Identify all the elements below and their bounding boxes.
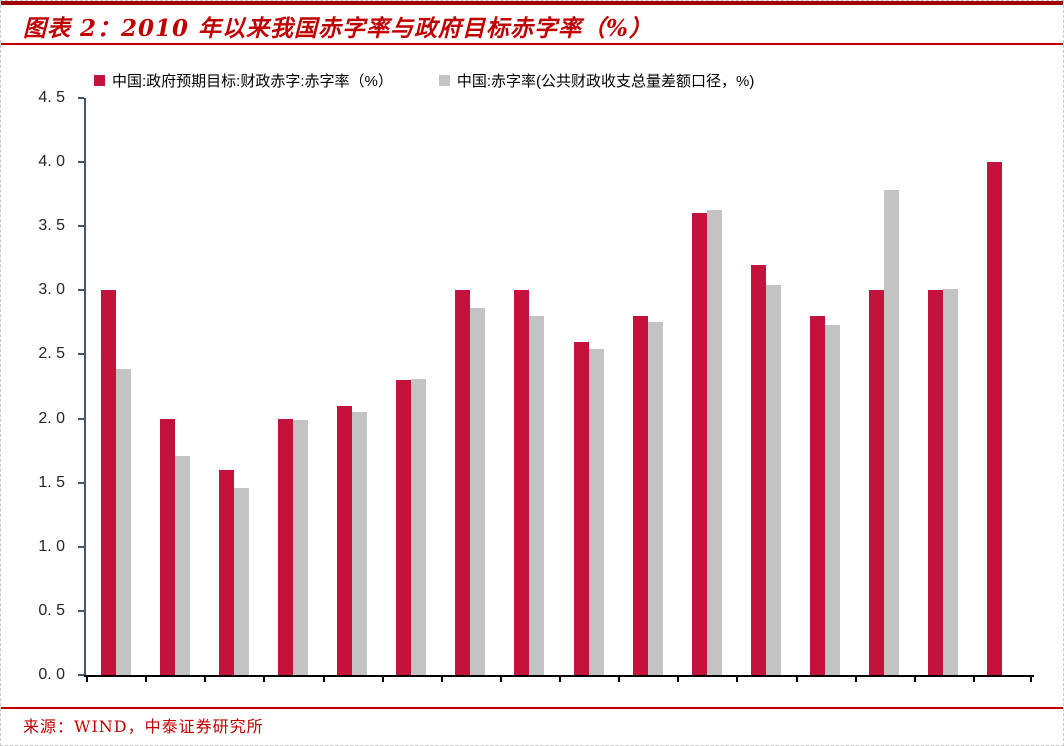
bar-target-2012 [218, 469, 234, 675]
bar-target-2016 [455, 290, 471, 675]
bar-target-2017 [514, 290, 530, 675]
legend-swatch-red [94, 75, 105, 86]
y-axis-tick [78, 674, 84, 676]
top-rule [1, 1, 1063, 5]
bar-actual-2019 [647, 322, 663, 675]
bar-actual-2015 [411, 378, 427, 675]
bar-actual-2021 [765, 285, 781, 675]
bar-target-2010 [100, 290, 116, 675]
y-axis-tick [78, 545, 84, 548]
bar-target-2022 [810, 315, 826, 675]
legend-item-actual: 中国:赤字率(公共财政收支总量差额口径，%) [438, 70, 755, 91]
chart-legend: 中国:政府预期目标:财政赤字:赤字率（%） 中国:赤字率(公共财政收支总量差额口… [94, 70, 754, 91]
bar-target-2021 [750, 264, 766, 675]
y-axis-tick [78, 353, 84, 356]
bar-actual-2017 [529, 315, 545, 675]
x-axis-tick [499, 675, 502, 682]
bar-actual-2013 [292, 419, 308, 675]
x-axis-tick [854, 675, 857, 682]
bar-target-2011 [159, 418, 175, 675]
x-axis-tick [204, 675, 207, 682]
y-axis-tick [78, 225, 84, 228]
y-tick-label: 1. 5 [38, 473, 65, 491]
x-axis-tick [913, 675, 916, 682]
y-tick-label: 1. 0 [38, 537, 65, 555]
bar-target-2014 [337, 405, 353, 675]
x-axis-tick [86, 675, 88, 682]
y-tick-label: 4. 5 [38, 89, 65, 106]
y-axis-tick [78, 97, 84, 99]
footer-divider [1, 707, 1063, 709]
x-axis-tick [559, 675, 561, 682]
bar-target-2013 [277, 418, 293, 675]
y-tick-label: 4. 0 [38, 153, 65, 171]
y-tick-label: 0. 0 [38, 666, 65, 683]
bar-actual-2020 [706, 209, 722, 675]
chart-title: 图表 2：2010 年以来我国赤字率与政府目标赤字率（%） [23, 15, 653, 42]
bar-actual-2018 [588, 349, 604, 675]
x-axis-tick [1030, 675, 1032, 682]
y-axis-tick [78, 481, 84, 484]
bar-actual-2024 [943, 289, 959, 675]
bar-target-2019 [632, 315, 648, 675]
x-axis-tick [263, 675, 266, 682]
source-note: 来源：WIND，中泰证券研究所 [23, 717, 264, 736]
y-axis-line [84, 98, 86, 677]
bar-target-2015 [396, 380, 412, 675]
bar-actual-2011 [174, 455, 190, 675]
bar-actual-2016 [470, 308, 486, 675]
x-axis-tick [381, 675, 384, 682]
y-tick-label: 0. 5 [38, 601, 65, 619]
y-axis-tick [78, 609, 84, 612]
bar-actual-2012 [233, 487, 249, 675]
y-tick-label: 3. 0 [38, 281, 65, 299]
legend-label-actual: 中国:赤字率(公共财政收支总量差额口径，%) [456, 73, 755, 90]
legend-label-target: 中国:政府预期目标:财政赤字:赤字率（%） [112, 73, 393, 90]
bar-target-2020 [691, 213, 707, 675]
legend-swatch-gray [438, 75, 450, 86]
bar-actual-2014 [352, 412, 368, 675]
legend-item-target: 中国:政府预期目标:财政赤字:赤字率（%） [94, 70, 393, 91]
x-axis-tick [677, 675, 680, 682]
x-axis-tick [322, 675, 325, 682]
x-axis-tick [736, 675, 739, 682]
bar-actual-2010 [115, 368, 131, 675]
x-axis-tick [618, 675, 621, 682]
bar-target-2024 [928, 290, 944, 675]
title-divider [1, 43, 1063, 45]
y-tick-label: 3. 5 [38, 217, 65, 235]
x-axis-tick [145, 675, 148, 682]
y-tick-label: 2. 5 [38, 345, 65, 363]
plot-area: 2010201120122013201420152016201720182019… [78, 97, 1034, 682]
y-tick-label: 2. 0 [38, 409, 65, 427]
x-axis-tick [795, 675, 798, 682]
bar-target-2018 [573, 341, 589, 675]
bar-target-2025 [987, 162, 1003, 675]
y-axis-tick [78, 289, 84, 292]
y-axis-tick [78, 417, 84, 420]
x-axis-tick [440, 675, 443, 682]
bar-actual-2022 [825, 324, 841, 675]
bar-target-2023 [869, 290, 885, 675]
y-axis-tick [78, 161, 84, 164]
x-axis-tick [972, 675, 975, 682]
bar-actual-2023 [884, 190, 900, 675]
